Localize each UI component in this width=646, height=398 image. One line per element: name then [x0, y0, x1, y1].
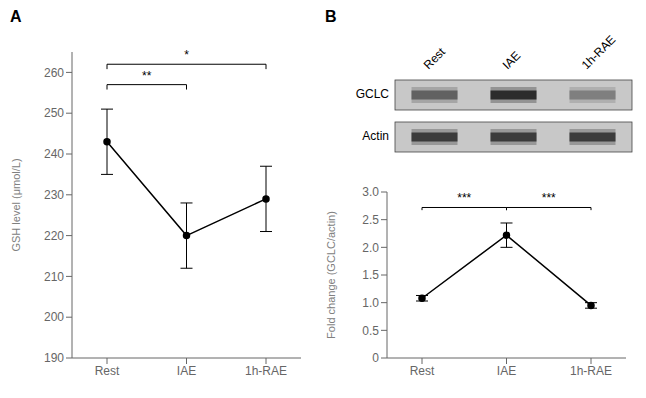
svg-text:1h-RAE: 1h-RAE [579, 33, 619, 73]
svg-text:GCLC: GCLC [356, 87, 390, 101]
svg-text:240: 240 [44, 147, 64, 161]
svg-text:Rest: Rest [410, 364, 435, 378]
svg-text:IAE: IAE [497, 364, 516, 378]
svg-text:260: 260 [44, 66, 64, 80]
svg-text:0: 0 [372, 351, 379, 365]
svg-text:Actin: Actin [362, 129, 389, 143]
svg-text:IAE: IAE [177, 364, 196, 378]
svg-text:1.0: 1.0 [362, 296, 379, 310]
svg-text:230: 230 [44, 188, 64, 202]
svg-text:IAE: IAE [500, 49, 524, 73]
svg-text:1.5: 1.5 [362, 268, 379, 282]
svg-text:***: *** [457, 191, 471, 205]
svg-text:220: 220 [44, 229, 64, 243]
svg-text:0.5: 0.5 [362, 324, 379, 338]
svg-text:Fold change (GCLC/actin): Fold change (GCLC/actin) [325, 211, 337, 339]
svg-text:**: ** [142, 69, 152, 83]
svg-text:1h-RAE: 1h-RAE [570, 364, 612, 378]
svg-text:210: 210 [44, 270, 64, 284]
svg-text:190: 190 [44, 351, 64, 365]
svg-text:3.0: 3.0 [362, 185, 379, 199]
svg-text:250: 250 [44, 106, 64, 120]
svg-text:*: * [184, 48, 189, 62]
svg-text:1h-RAE: 1h-RAE [245, 364, 287, 378]
html-text:A: A [10, 8, 22, 25]
svg-text:GSH level (μmol/L): GSH level (μmol/L) [10, 158, 22, 251]
svg-text:200: 200 [44, 310, 64, 324]
svg-text:Rest: Rest [421, 44, 449, 72]
svg-text:2.0: 2.0 [362, 241, 379, 255]
svg-text:2.5: 2.5 [362, 213, 379, 227]
html-text:B: B [325, 8, 337, 25]
svg-text:***: *** [542, 191, 556, 205]
svg-text:Rest: Rest [95, 364, 120, 378]
